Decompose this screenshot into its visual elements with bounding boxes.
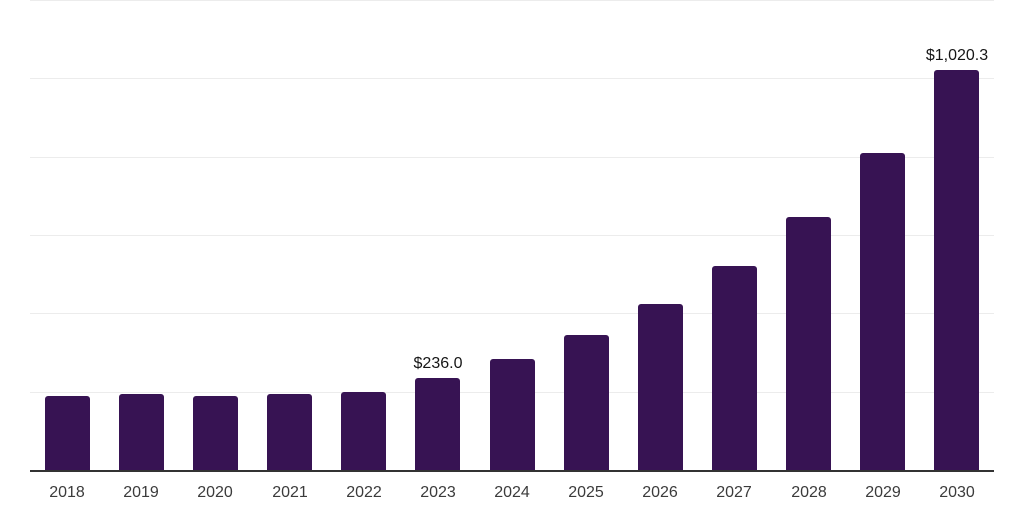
gridline-400 <box>30 313 994 314</box>
x-axis-line <box>30 470 994 472</box>
bar-2026 <box>638 304 683 470</box>
x-axis-label-2022: 2022 <box>346 484 382 501</box>
bar-2019 <box>119 394 164 470</box>
gridline-600 <box>30 235 994 236</box>
bar-2023 <box>415 378 460 470</box>
x-axis-label-2019: 2019 <box>123 484 159 501</box>
gridline-800 <box>30 157 994 158</box>
bar-2029 <box>860 153 905 470</box>
data-label-2030: $1,020.3 <box>925 47 989 64</box>
bar-2030 <box>934 70 979 470</box>
bar-2018 <box>45 396 90 470</box>
x-axis-label-2023: 2023 <box>420 484 456 501</box>
x-axis-label-2020: 2020 <box>197 484 233 501</box>
x-axis-label-2021: 2021 <box>272 484 308 501</box>
plot-area: $236.0 $1,020.3 <box>30 0 994 472</box>
x-axis-label-2028: 2028 <box>791 484 827 501</box>
bar-2025 <box>564 335 609 470</box>
bar-2022 <box>341 392 386 470</box>
x-axis-labels: 2018 2019 2020 2021 2022 2023 2024 2025 2026 2027… <box>30 483 994 505</box>
bar-2024 <box>490 359 535 470</box>
gridline-1200 <box>30 0 994 1</box>
x-axis-label-2027: 2027 <box>716 484 752 501</box>
x-axis-label-2029: 2029 <box>865 484 901 501</box>
x-axis-label-2025: 2025 <box>568 484 604 501</box>
x-axis-label-2018: 2018 <box>49 484 85 501</box>
bar-2027 <box>712 266 757 470</box>
bar-2021 <box>267 394 312 470</box>
x-axis-label-2026: 2026 <box>642 484 678 501</box>
data-label-2023: $236.0 <box>413 355 463 372</box>
bar-2028 <box>786 217 831 470</box>
gridline-1000 <box>30 78 994 79</box>
x-axis-label-2030: 2030 <box>939 484 975 501</box>
x-axis-label-2024: 2024 <box>494 484 530 501</box>
bar-2020 <box>193 396 238 470</box>
